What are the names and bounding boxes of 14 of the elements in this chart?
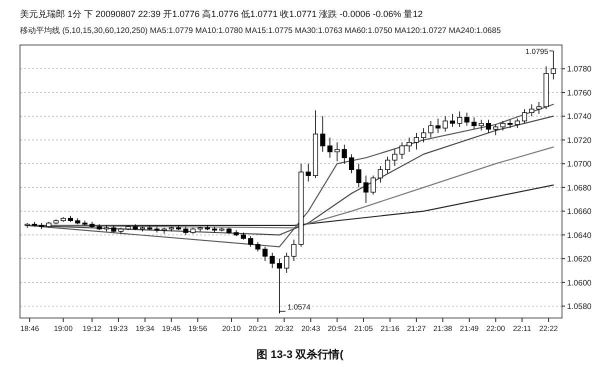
- y-tick-label: 1.0760: [567, 88, 592, 98]
- y-tick-label: 1.0640: [567, 230, 592, 240]
- y-tick-label: 1.0580: [567, 302, 592, 312]
- y-tick-label: 1.0740: [567, 112, 592, 122]
- y-tick-label: 1.0620: [567, 254, 592, 264]
- y-tick-label: 1.0680: [567, 183, 592, 192]
- caption: 图 13-3 双杀行情(: [256, 348, 344, 361]
- chart-title: 美元兑瑞郎 1分 下 20090807 22:39 开1.0776 高1.0776 低1.0771 收1.0771 涨跌 -0.0006 -0.06% 量12: [20, 9, 423, 19]
- y-tick-label: 1.0660: [567, 207, 592, 216]
- y-tick-label: 1.0780: [567, 64, 592, 74]
- y-tick-label: 1.0720: [567, 136, 592, 145]
- y-tick-label: 1.0600: [567, 278, 592, 288]
- chart-subtitle: 移动平均线 (5,10,15,30,60,120,250) MA5:1.0779 MA10:1.0780 MA15:1.0775 MA30:1.0763 MA60:1.0750 MA120:1.0727 MA240:1.0685: [20, 26, 502, 35]
- y-tick-label: 1.0700: [567, 160, 592, 169]
